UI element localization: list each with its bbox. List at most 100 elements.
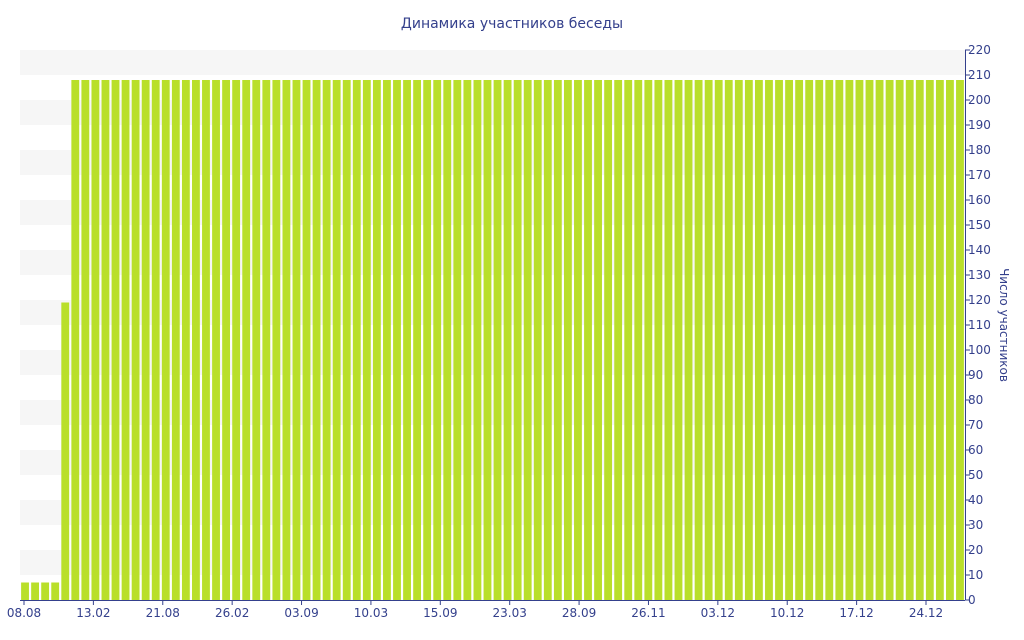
bar (202, 80, 210, 600)
x-tick-label: 10.03 (354, 606, 388, 620)
bar (835, 80, 844, 600)
bar (372, 80, 381, 600)
y-tick-label: 30 (968, 518, 983, 532)
y-tick-label: 210 (968, 68, 991, 82)
bar (222, 80, 231, 600)
grid-band (20, 50, 965, 75)
bar (242, 80, 251, 600)
bar (71, 80, 80, 600)
bar (604, 80, 613, 600)
bar (775, 80, 783, 600)
bar (51, 582, 60, 600)
bar (232, 80, 241, 600)
bar (141, 80, 150, 600)
bar (31, 582, 40, 600)
bars (21, 80, 964, 600)
x-tick-label: 24.12 (909, 606, 943, 620)
bar (624, 80, 633, 600)
bar (362, 80, 371, 600)
chart-title: Динамика участников беседы (401, 16, 623, 32)
bar (111, 80, 120, 600)
bar (845, 80, 854, 600)
bar (252, 80, 261, 600)
bar (724, 80, 733, 600)
y-tick-label: 220 (968, 43, 991, 57)
bar (785, 80, 793, 600)
bar (574, 80, 582, 600)
grid-band (20, 500, 965, 525)
bar (101, 80, 110, 600)
y-tick-label: 120 (968, 293, 991, 307)
bar (393, 80, 401, 600)
bar (765, 80, 773, 600)
x-tick-label: 13.02 (76, 606, 110, 620)
y-tick-label: 160 (968, 193, 991, 207)
bar (131, 80, 140, 600)
bar (503, 80, 512, 600)
bar (664, 80, 673, 600)
bar (262, 80, 271, 600)
bar (553, 80, 562, 600)
y-tick-label: 170 (968, 168, 991, 182)
bar (453, 80, 462, 600)
y-tick-label: 100 (968, 343, 991, 357)
bar (483, 80, 492, 600)
bar (825, 80, 834, 600)
bar (463, 80, 472, 600)
bar (342, 80, 351, 600)
x-tick-label: 15.09 (423, 606, 457, 620)
grid-band (20, 100, 965, 125)
bar (413, 80, 422, 600)
y-axis-ticks: 0 10 20 30 40 50 60 70 80 90 100 110 120 130 140 150 160… (965, 43, 991, 607)
x-tick-label: 03.09 (284, 606, 318, 620)
bar (674, 80, 683, 600)
bar (533, 80, 542, 600)
bar (714, 80, 723, 600)
bar (352, 80, 361, 600)
bar (895, 80, 904, 600)
bar (744, 80, 753, 600)
bar (885, 80, 894, 600)
grid-bands (20, 50, 965, 575)
bar (282, 80, 291, 600)
y-tick-label: 110 (968, 318, 991, 332)
bar (91, 80, 100, 600)
grid-band (20, 400, 965, 425)
bar (161, 80, 170, 600)
bar (905, 80, 914, 600)
bar (614, 80, 623, 600)
bar (654, 80, 663, 600)
bar (795, 80, 804, 600)
bar (754, 80, 763, 600)
bar (935, 80, 944, 600)
bar (81, 80, 90, 600)
bar (855, 80, 864, 600)
y-tick-label: 150 (968, 218, 991, 232)
bar (875, 80, 884, 600)
grid-band (20, 450, 965, 475)
bar (594, 80, 602, 600)
bar (523, 80, 532, 600)
bar (41, 582, 50, 600)
bar (473, 80, 482, 600)
y-tick-label: 80 (968, 393, 983, 407)
bar (915, 80, 924, 600)
x-tick-label: 08.08 (7, 606, 41, 620)
bar (312, 80, 321, 600)
bar (694, 80, 703, 600)
bar (865, 80, 874, 600)
bar (151, 80, 160, 600)
bar (704, 80, 713, 600)
grid-band (20, 350, 965, 375)
bar (383, 80, 391, 600)
y-tick-label: 50 (968, 468, 983, 482)
bar (956, 80, 964, 600)
bar (734, 80, 743, 600)
bar (493, 80, 502, 600)
grid-band (20, 150, 965, 175)
x-tick-label: 21.08 (146, 606, 180, 620)
bar (322, 80, 331, 600)
bar (443, 80, 452, 600)
